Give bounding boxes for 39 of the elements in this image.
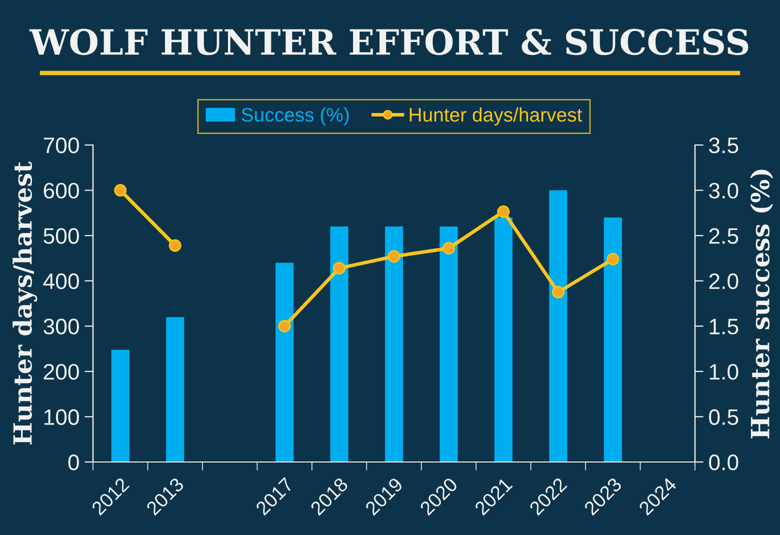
point bbox=[333, 262, 346, 274]
bar bbox=[604, 217, 622, 462]
bar bbox=[330, 226, 348, 462]
bar bbox=[166, 317, 184, 462]
bar bbox=[549, 190, 568, 462]
y2-tick-label: 3.5 bbox=[709, 138, 738, 154]
y-axis-title: Hunter days/harvest bbox=[12, 161, 38, 444]
y2-tick-label: 1.5 bbox=[710, 318, 738, 334]
point bbox=[278, 320, 291, 332]
y-tick-label: 700 bbox=[44, 138, 79, 154]
y2-tick-label: 3.0 bbox=[709, 182, 738, 199]
bar bbox=[494, 217, 512, 462]
point bbox=[497, 205, 510, 218]
point bbox=[442, 242, 455, 254]
y2-axis-title: Hunter success (%) bbox=[750, 170, 774, 438]
bar bbox=[384, 226, 404, 462]
point bbox=[114, 184, 127, 197]
y2-tick-label: 1.0 bbox=[710, 364, 738, 380]
bar bbox=[276, 262, 294, 462]
y2-tick-label: 2.5 bbox=[709, 228, 738, 244]
bar bbox=[440, 226, 458, 462]
y-tick-label: 400 bbox=[43, 273, 79, 290]
bar bbox=[111, 350, 130, 462]
point bbox=[552, 286, 564, 298]
y2-tick-label: 0.5 bbox=[709, 409, 738, 425]
y-tick-label: 300 bbox=[44, 318, 79, 334]
y-tick-label: 100 bbox=[44, 409, 79, 425]
y-tick-label: 0 bbox=[68, 454, 79, 470]
y2-tick-label: 0.0 bbox=[709, 454, 738, 470]
legend-label: Hunter days/harvest bbox=[410, 107, 582, 126]
point bbox=[388, 250, 400, 263]
y2-tick-label: 2.0 bbox=[709, 273, 738, 290]
y-tick-label: 200 bbox=[44, 364, 79, 380]
chart-title: WOLF HUNTER EFFORT & SUCCESS bbox=[29, 28, 748, 56]
point bbox=[606, 252, 620, 266]
point bbox=[168, 239, 182, 252]
legend-label: Success (%) bbox=[242, 107, 349, 126]
y-tick-label: 600 bbox=[44, 182, 79, 199]
y-tick-label: 500 bbox=[44, 228, 79, 244]
